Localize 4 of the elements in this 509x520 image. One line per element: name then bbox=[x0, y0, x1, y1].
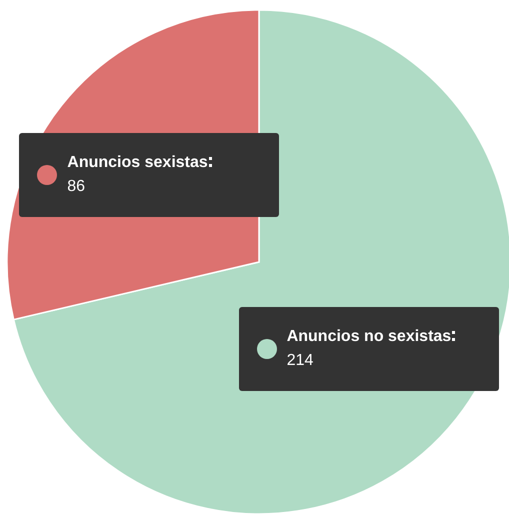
data-label: 214 bbox=[286, 352, 314, 370]
data-label: 86 bbox=[67, 178, 86, 196]
slice-label: Anuncios sexistas bbox=[67, 154, 208, 172]
legend-label: Anuncios no sexistas bbox=[286, 328, 452, 345]
